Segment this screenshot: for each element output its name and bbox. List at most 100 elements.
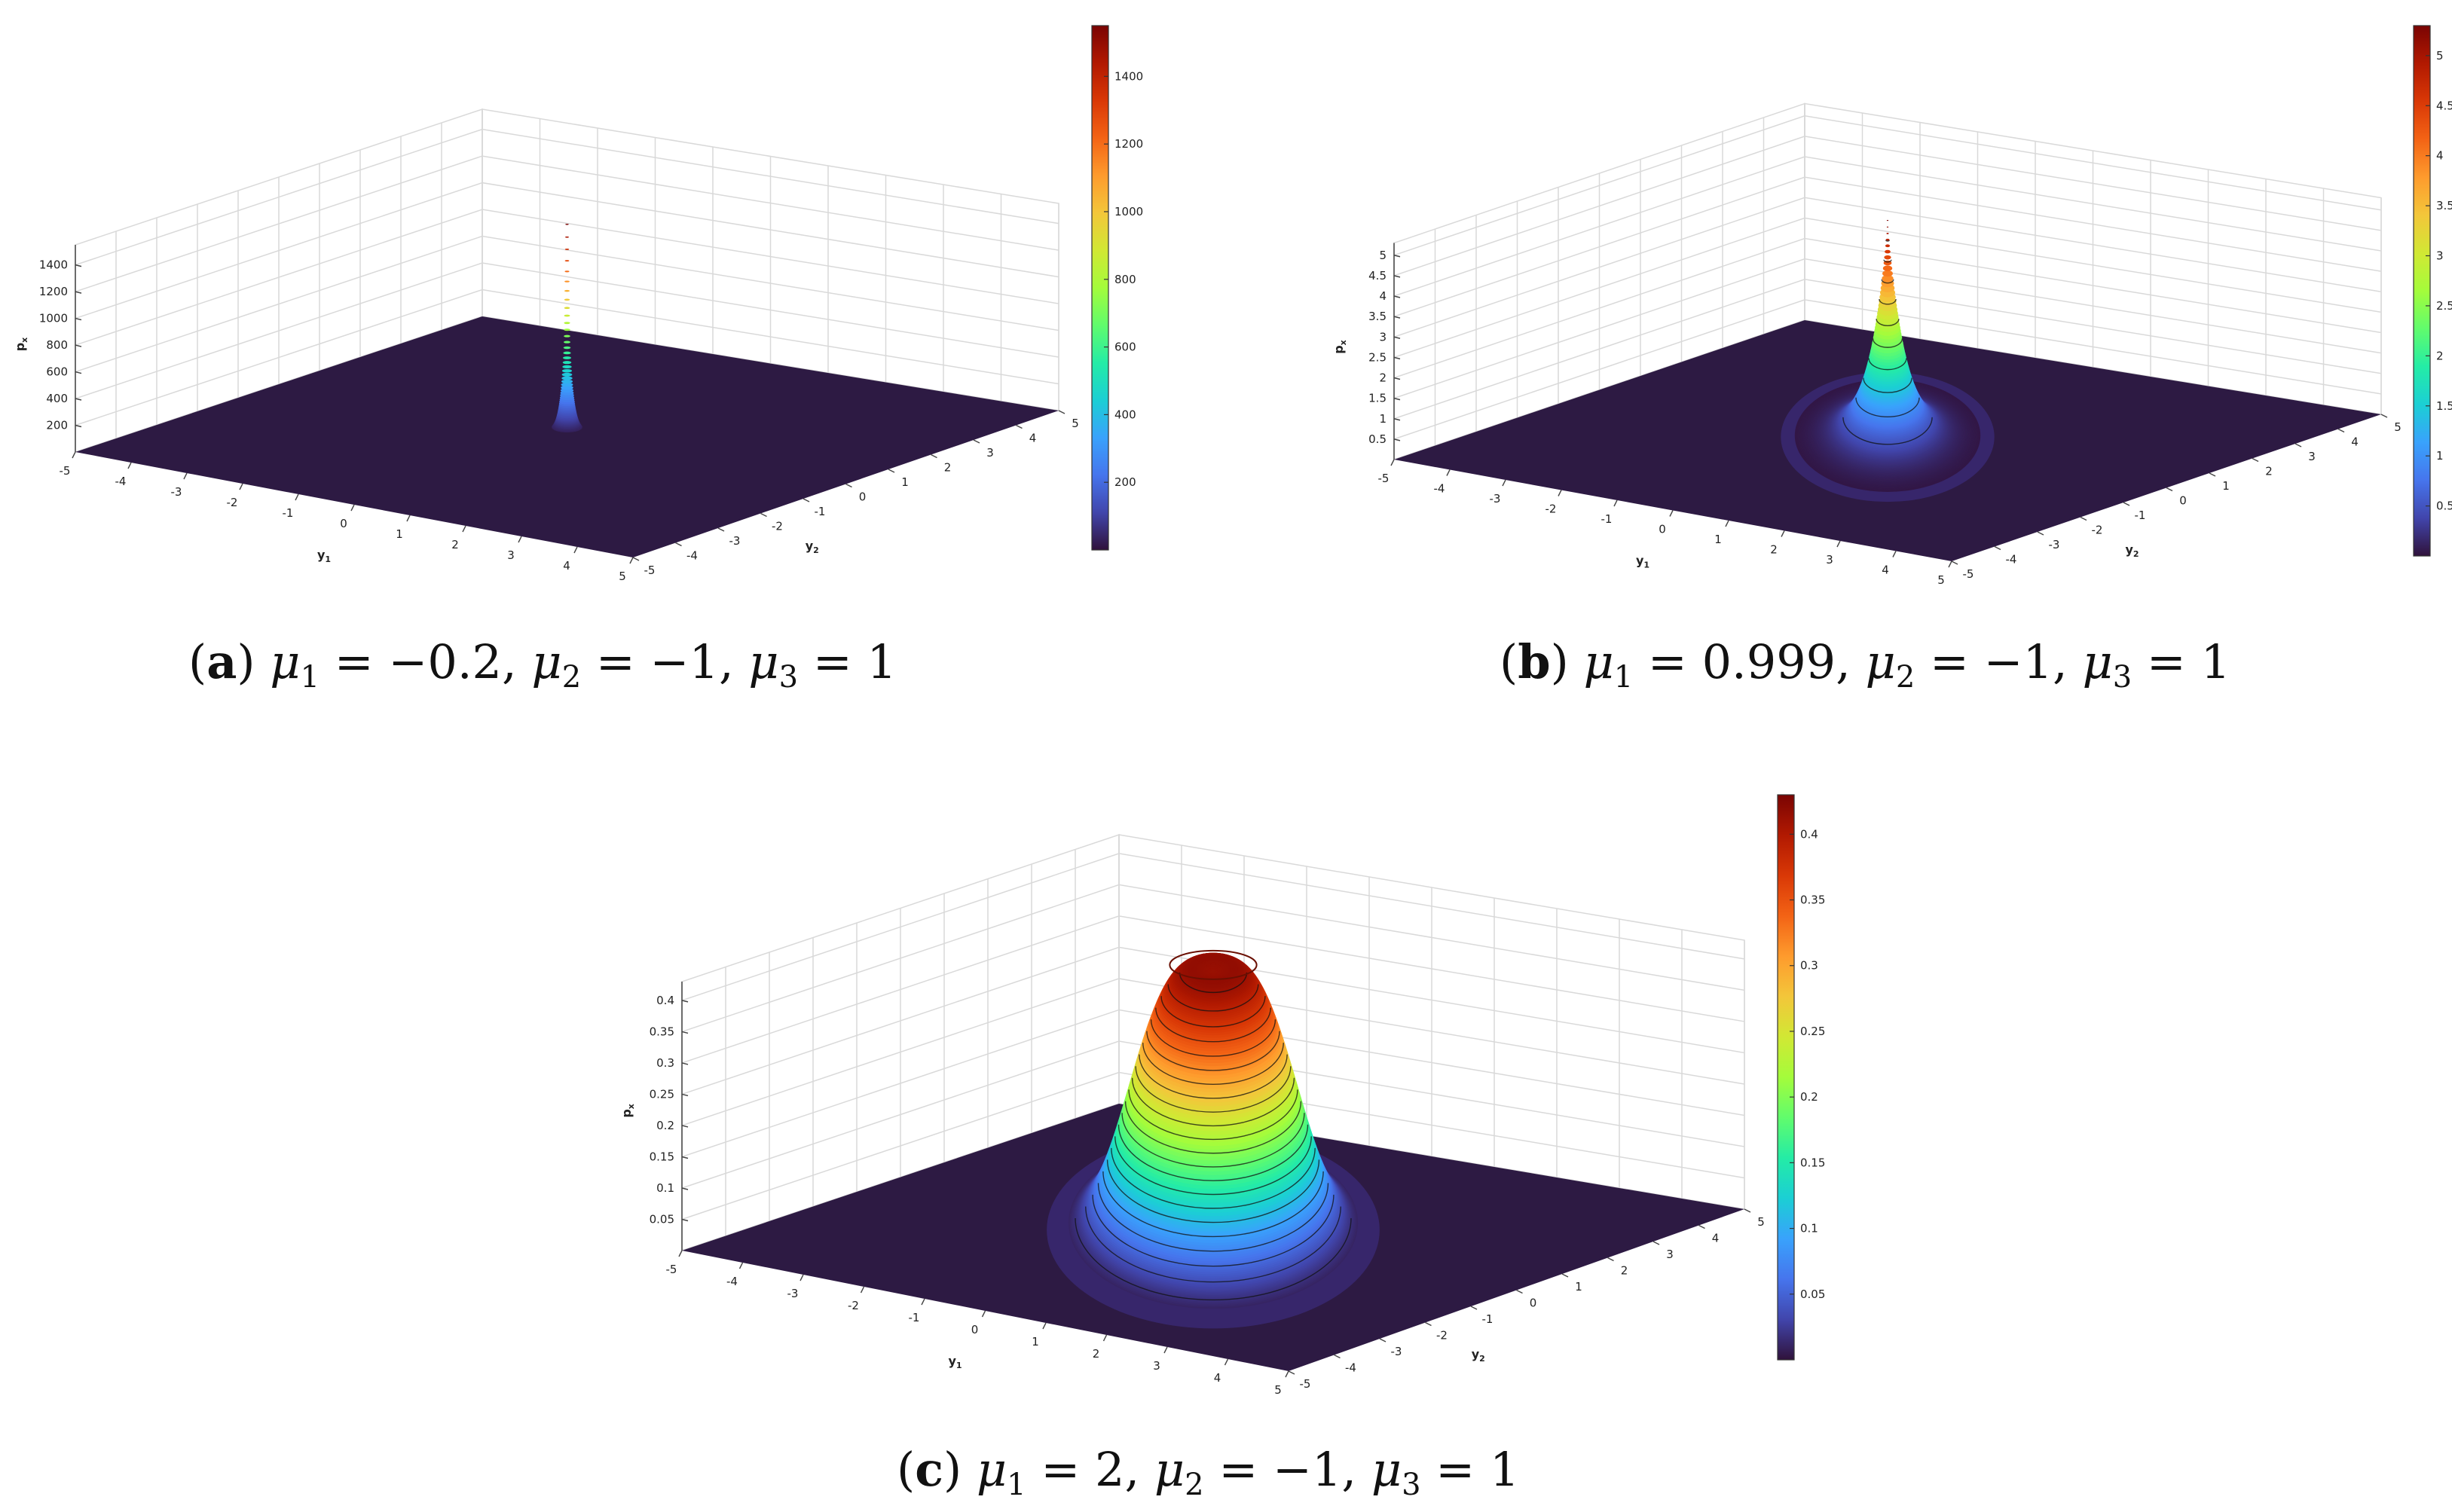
contour-line <box>1868 358 1907 371</box>
z-axis-label-sub: x <box>626 1104 636 1109</box>
z-tick-label: 0.05 <box>650 1212 674 1226</box>
z-tick-label: 3.5 <box>1368 310 1387 323</box>
caption-a-mu2: −1 <box>650 634 719 689</box>
surface-band <box>1886 226 1889 228</box>
y2-tick-label: -2 <box>2092 524 2103 537</box>
contour-line <box>1150 1019 1276 1057</box>
surface-band <box>563 346 571 350</box>
z-tick-label: 0.35 <box>650 1025 674 1038</box>
colorbar-tick-label: 0.05 <box>1800 1287 1825 1301</box>
z-tick <box>1393 377 1401 380</box>
y1-axis: -5 -4 -3 -2 -1 0 1 2 3 4 5 y1 <box>60 451 634 583</box>
colorbar-tick-label: 2.5 <box>2436 299 2452 313</box>
z-tick <box>75 264 82 267</box>
y2-tick-label: -1 <box>2135 509 2146 522</box>
y1-tick <box>1669 510 1674 517</box>
grid-walls <box>681 833 1745 1252</box>
grid-line <box>75 182 1059 319</box>
z-tick-label: 0.5 <box>1368 432 1387 446</box>
surface-band <box>1882 265 1893 271</box>
contour-line <box>1085 1206 1341 1283</box>
y2-tick-label: -4 <box>2006 553 2017 567</box>
grid-line <box>1393 278 2382 420</box>
caption-c-mu1: 2 <box>1095 1442 1124 1497</box>
contour-line <box>1139 1054 1288 1099</box>
contour-line <box>1117 1124 1309 1181</box>
y1-tick <box>1224 1358 1229 1366</box>
contour-line <box>1842 417 1933 445</box>
colorbar-tick-label: 1000 <box>1114 205 1143 218</box>
grid-line <box>75 262 1059 399</box>
y1-tick-label: -4 <box>115 475 127 488</box>
surface-band <box>1885 249 1891 254</box>
contour-line <box>1075 1217 1352 1300</box>
y1-tick <box>573 546 578 554</box>
y2-tick <box>2037 531 2044 536</box>
z-axis-label-main: p <box>619 1109 634 1117</box>
surface-band <box>1886 232 1889 234</box>
z-tick <box>1393 397 1401 401</box>
z-tick <box>681 1062 689 1065</box>
contour-line <box>1872 338 1903 348</box>
caption-c-mu3: 1 <box>1490 1442 1519 1497</box>
z-tick-label: 2.5 <box>1368 350 1387 364</box>
y2-tick-label: -3 <box>1391 1345 1402 1358</box>
caption-c-letter: c <box>915 1442 943 1497</box>
contour-line <box>1855 397 1920 417</box>
z-tick <box>75 344 82 347</box>
colorbar-tick-label: 0.2 <box>1800 1090 1818 1104</box>
surface-band <box>565 236 569 238</box>
surface-band <box>563 356 571 359</box>
y2-tick <box>2380 414 2388 418</box>
y2-tick-label: 2 <box>2265 465 2273 478</box>
y2-tick <box>2123 502 2130 506</box>
y2-tick <box>888 469 895 473</box>
surface-band <box>561 382 573 387</box>
y1-tick-label: -3 <box>1490 492 1501 506</box>
caption-c-mu2: −1 <box>1273 1442 1341 1497</box>
contour-line <box>1097 1183 1329 1251</box>
y2-tick <box>760 512 767 518</box>
z-axis: 200 400 600 800 1000 1200 1400 px <box>13 245 82 452</box>
y1-axis: -5 -4 -3 -2 -1 0 1 2 3 4 5 y1 <box>1378 459 1952 587</box>
grid-line <box>1393 299 2382 440</box>
z-tick <box>681 1125 689 1128</box>
y2-tick <box>1516 1289 1523 1294</box>
z-tick-label: 5 <box>1379 249 1387 262</box>
grid-line <box>75 128 1059 266</box>
z-tick-label: 200 <box>46 419 68 432</box>
colorbar-scale <box>1091 25 1109 551</box>
y1-tick-label: 3 <box>507 548 515 562</box>
z-axis-label-sub: x <box>1338 340 1348 345</box>
y1-tick <box>1502 479 1506 487</box>
grid-line <box>681 915 1745 1064</box>
y1-tick-label: 1 <box>1714 533 1722 546</box>
z-tick-label: 4.5 <box>1368 269 1387 283</box>
y2-tick <box>845 483 852 488</box>
z-tick-label: 1.5 <box>1368 392 1387 405</box>
grid-line <box>1393 136 2382 276</box>
z-axis: 0.5 1 1.5 2 2.5 3 3.5 4 4.5 5 px <box>1331 243 1401 460</box>
z-tick <box>75 317 82 321</box>
y2-tick-label: -1 <box>815 505 826 518</box>
surface-band <box>1882 274 1894 283</box>
z-tick-label: 0.2 <box>656 1119 674 1132</box>
y1-tick <box>183 472 188 480</box>
y2-tick-label: -2 <box>1436 1329 1448 1342</box>
y2-tick-label: 2 <box>1621 1264 1628 1278</box>
surface-band <box>563 351 571 355</box>
surface-band <box>564 322 570 325</box>
colorbar-tick-label: 0.25 <box>1800 1025 1825 1038</box>
surface-band <box>564 307 570 310</box>
surface-band <box>564 289 570 292</box>
y2-tick-label: 4 <box>1029 432 1037 445</box>
y1-tick-label: -5 <box>666 1263 677 1276</box>
surface-band <box>561 379 573 384</box>
colorbar-tick-label: 1 <box>2436 449 2444 463</box>
y2-tick-label: -4 <box>686 549 698 563</box>
surface-band <box>564 328 570 331</box>
z-tick-label: 0.15 <box>650 1150 674 1163</box>
y2-tick-label: 3 <box>986 446 994 460</box>
z-tick-label: 4 <box>1379 289 1387 303</box>
y2-tick <box>1561 1273 1569 1278</box>
